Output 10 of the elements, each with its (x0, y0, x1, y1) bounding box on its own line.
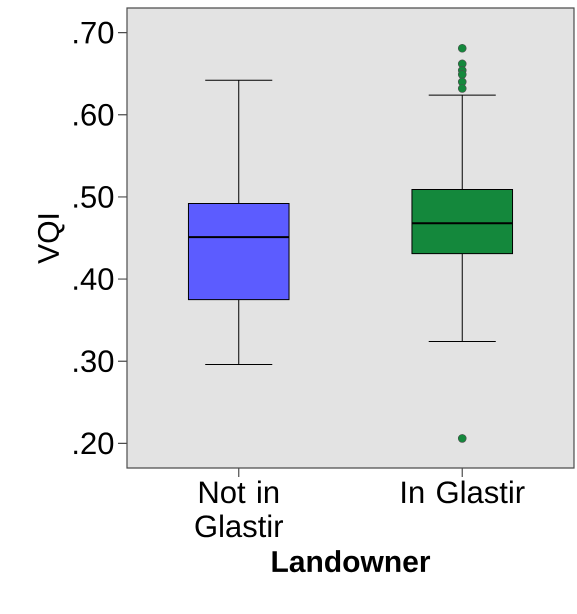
x-axis-title: Landowner (272, 550, 430, 572)
y-tick-label: .20 (74, 432, 114, 454)
y-axis-title: VQI (38, 214, 64, 264)
y-tick-label: .40 (74, 268, 114, 290)
y-tick-label: .30 (74, 350, 114, 372)
y-tick-label: .70 (74, 22, 114, 44)
y-tick-label: .50 (74, 186, 114, 208)
x-tick-label: In Glastir (402, 480, 525, 504)
y-tick-label: .60 (74, 104, 114, 126)
x-tick-label: Not in Glastir (196, 480, 284, 538)
